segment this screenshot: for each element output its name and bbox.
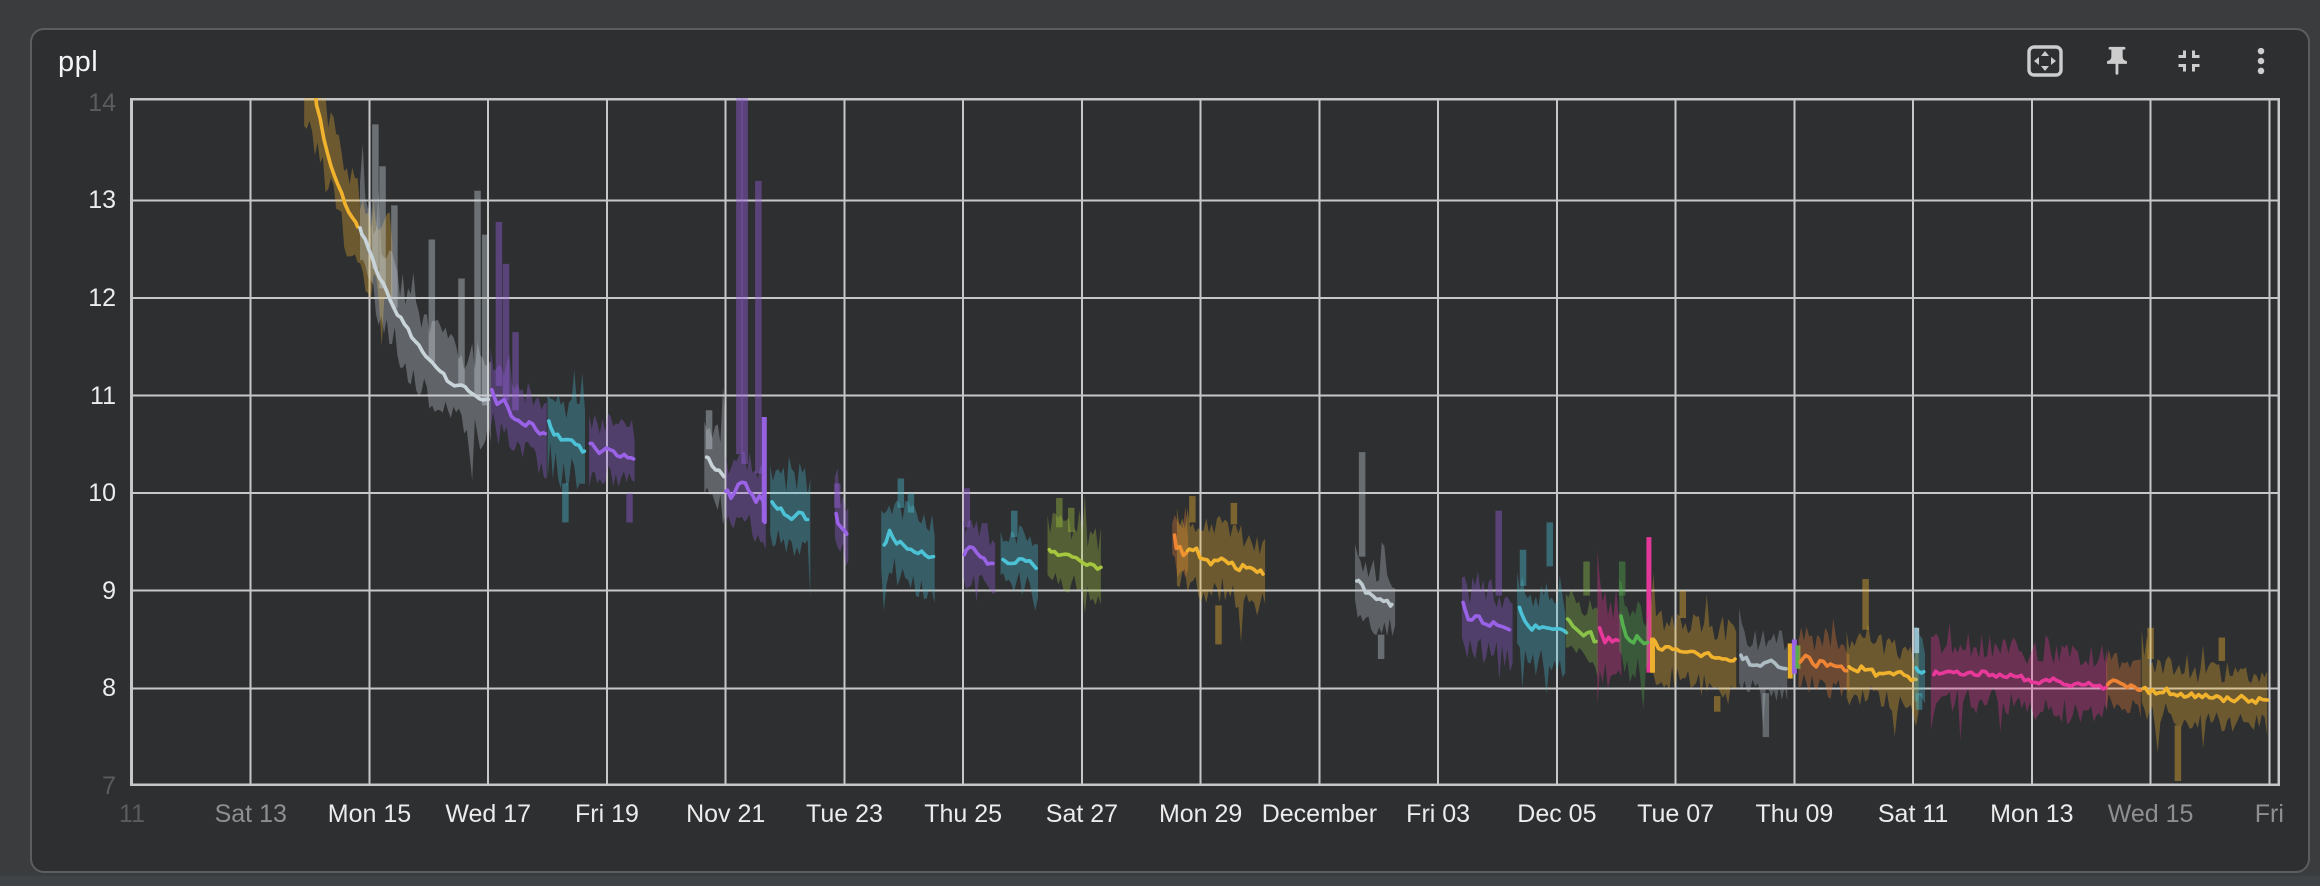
x-tick-label: Fri [2254, 800, 2284, 828]
y-tick-label: 9 [102, 576, 116, 605]
x-tick-label: Mon 29 [1158, 800, 1243, 828]
more-options-icon [2244, 44, 2278, 78]
x-tick-label: Nov 21 [686, 800, 766, 828]
x-tick-label: Thu 25 [924, 800, 1003, 828]
fit-domain-button[interactable] [2026, 42, 2064, 80]
more-options-button[interactable] [2242, 42, 2280, 80]
collapse-icon [2171, 43, 2207, 79]
pin-icon [2100, 44, 2134, 78]
scalar-chart-card: ppl [30, 28, 2310, 873]
pin-button[interactable] [2098, 42, 2136, 80]
x-tick-label: Fri 03 [1406, 800, 1471, 828]
x-tick-label: Fri 19 [575, 800, 639, 828]
x-tick-label: Wed 17 [445, 800, 532, 828]
chart-canvas[interactable] [130, 98, 2280, 786]
collapse-button[interactable] [2170, 42, 2208, 80]
y-tick-label: 14 [88, 88, 116, 117]
y-tick-label: 10 [88, 479, 116, 508]
card-toolbar [2026, 42, 2280, 80]
x-tick-label: 11 [119, 800, 145, 828]
y-tick-label: 8 [102, 674, 116, 703]
x-tick-label: Sat 27 [1045, 800, 1119, 828]
x-tick-label: Dec 05 [1517, 800, 1597, 828]
x-tick-label: Tue 23 [805, 800, 883, 828]
x-tick-label: Tue 07 [1637, 800, 1715, 828]
chart-title: ppl [58, 46, 99, 78]
x-tick-label: Mon 15 [327, 800, 412, 828]
x-tick-label: Sat 13 [214, 800, 287, 828]
y-tick-label: 12 [88, 284, 116, 313]
x-tick-label: Sat 11 [1877, 800, 1949, 828]
page-bottom-strip [0, 876, 2320, 886]
plot-region [130, 98, 2280, 786]
x-tick-label: Mon 13 [1990, 800, 2074, 828]
x-tick-label: Wed 15 [2107, 800, 2194, 828]
y-tick-label: 13 [88, 186, 116, 215]
y-tick-label: 11 [90, 381, 116, 410]
x-tick-label: Thu 09 [1755, 800, 1834, 828]
x-tick-label: December [1261, 800, 1378, 828]
fit-domain-icon [2026, 44, 2064, 78]
y-tick-label: 7 [102, 771, 116, 800]
